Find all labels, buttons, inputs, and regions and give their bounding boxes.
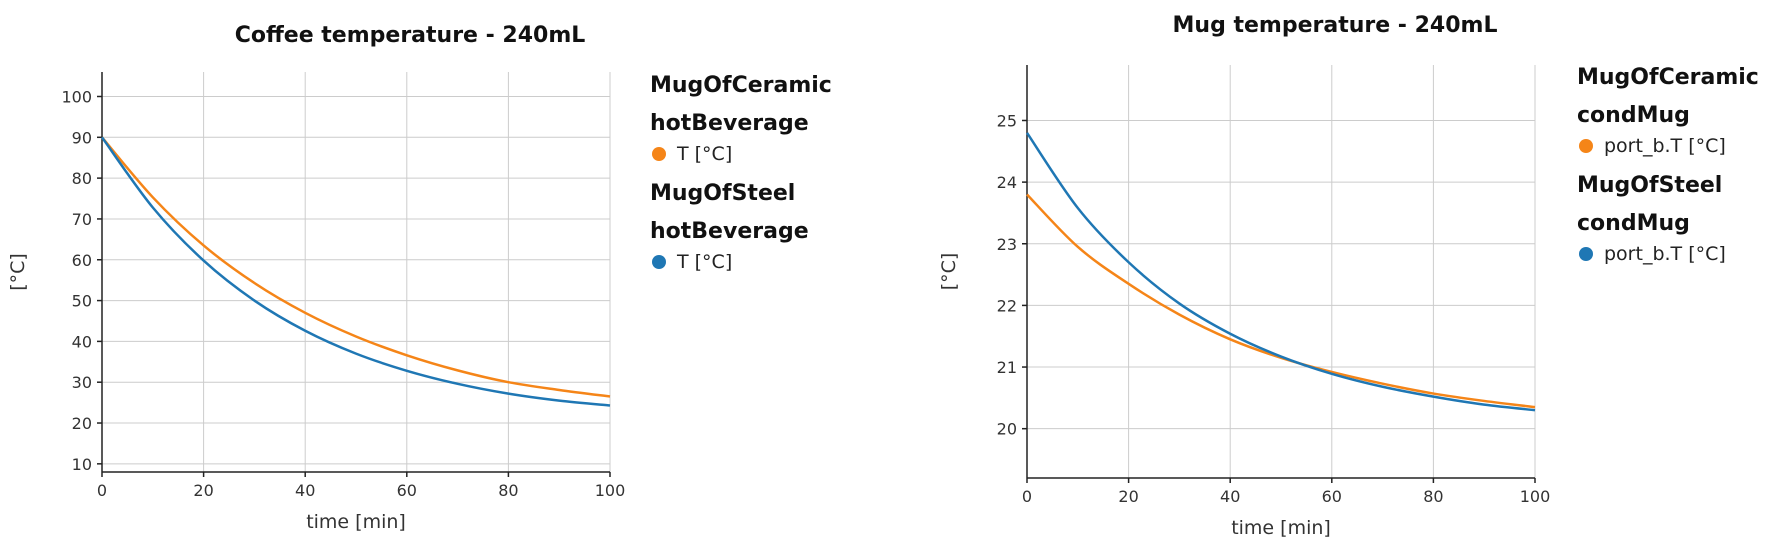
x-axis-label: time [min] [306, 511, 406, 533]
x-axis-label: time [min] [1231, 517, 1331, 539]
chart-1: Coffee temperature - 240mL 0 20 40 60 80 100 10… [7, 23, 832, 533]
x-tick-label: 60 [397, 481, 417, 500]
series-line-ceramic [1026, 193, 1536, 409]
y-tick-label: 90 [72, 128, 92, 147]
legend-group-label: MugOfSteel [650, 181, 795, 206]
legend-marker-ceramic [1579, 139, 1593, 153]
series-line-steel [100, 136, 611, 407]
legend-item-label: port_b.T [°C] [1604, 243, 1726, 265]
legend-group-label: MugOfCeramic [650, 73, 832, 98]
legend-item-label: port_b.T [°C] [1604, 135, 1726, 157]
chart-2: Mug temperature - 240mL 0 20 40 60 80 100 20 21 2… [938, 13, 1759, 539]
series-line-ceramic [101, 136, 611, 398]
x-tick-label: 0 [1022, 487, 1032, 506]
chart-title: Coffee temperature - 240mL [235, 23, 586, 48]
legend-group-label: MugOfCeramic [1577, 65, 1759, 90]
x-tick-label: 80 [1423, 487, 1443, 506]
x-tick-label: 80 [498, 481, 518, 500]
y-tick-label: 80 [72, 169, 92, 188]
series-line-steel [1025, 132, 1536, 412]
y-tick-label: 20 [997, 420, 1017, 439]
x-tick-label: 40 [295, 481, 315, 500]
legend-group-label: condMug [1577, 103, 1690, 128]
y-tick-label: 70 [72, 210, 92, 229]
y-tick-label: 25 [997, 111, 1017, 130]
y-tick-label: 24 [997, 173, 1017, 192]
legend-item-label: T [°C] [676, 251, 732, 273]
y-tick-label: 21 [997, 358, 1017, 377]
legend-group-label: hotBeverage [650, 111, 809, 136]
y-tick-label: 60 [72, 251, 92, 270]
x-tick-label: 100 [595, 481, 626, 500]
y-tick-label: 50 [72, 292, 92, 311]
legend-marker-steel [652, 255, 666, 269]
y-tick-label: 20 [72, 414, 92, 433]
legend-group-label: hotBeverage [650, 219, 809, 244]
y-tick-label: 22 [997, 296, 1017, 315]
y-axis-label: [°C] [938, 253, 960, 291]
legend-item-label: T [°C] [676, 143, 732, 165]
y-tick-label: 10 [72, 455, 92, 474]
y-tick-label: 100 [61, 87, 92, 106]
x-tick-label: 60 [1322, 487, 1342, 506]
x-tick-label: 100 [1520, 487, 1551, 506]
y-tick-label: 30 [72, 373, 92, 392]
y-tick-label: 23 [997, 235, 1017, 254]
x-tick-label: 20 [193, 481, 213, 500]
x-tick-label: 20 [1118, 487, 1138, 506]
y-axis-label: [°C] [7, 253, 29, 291]
legend-group-label: MugOfSteel [1577, 173, 1722, 198]
y-tick-label: 40 [72, 332, 92, 351]
x-tick-label: 40 [1220, 487, 1240, 506]
chart-title: Mug temperature - 240mL [1173, 13, 1498, 38]
legend-marker-steel [1579, 247, 1593, 261]
legend-marker-ceramic [652, 147, 666, 161]
x-tick-label: 0 [97, 481, 107, 500]
legend-group-label: condMug [1577, 211, 1690, 236]
